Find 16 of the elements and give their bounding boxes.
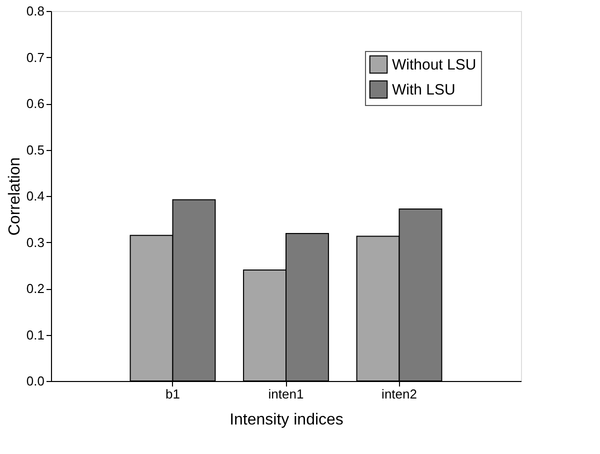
- y-tick-label: 0.0: [26, 374, 44, 388]
- x-tick-label: inten1: [268, 386, 304, 402]
- legend-label: Without LSU: [392, 56, 476, 74]
- y-tick-label: 0.6: [26, 96, 44, 111]
- y-tick-label: 0.3: [26, 234, 44, 250]
- x-tick-label: inten2: [382, 386, 417, 402]
- legend-label: With LSU: [392, 82, 456, 98]
- y-tick-label: 0.8: [26, 4, 44, 18]
- y-tick-label: 0.2: [26, 281, 44, 296]
- x-axis-title: Intensity indices: [230, 412, 344, 428]
- y-tick-label: 0.4: [26, 188, 44, 204]
- y-tick-label: 0.5: [26, 142, 44, 158]
- y-axis-title: Correlation: [6, 157, 24, 236]
- y-tick-label: 0.1: [26, 327, 44, 342]
- x-tick-label: b1: [166, 386, 180, 402]
- y-tick-label: 0.7: [26, 50, 44, 65]
